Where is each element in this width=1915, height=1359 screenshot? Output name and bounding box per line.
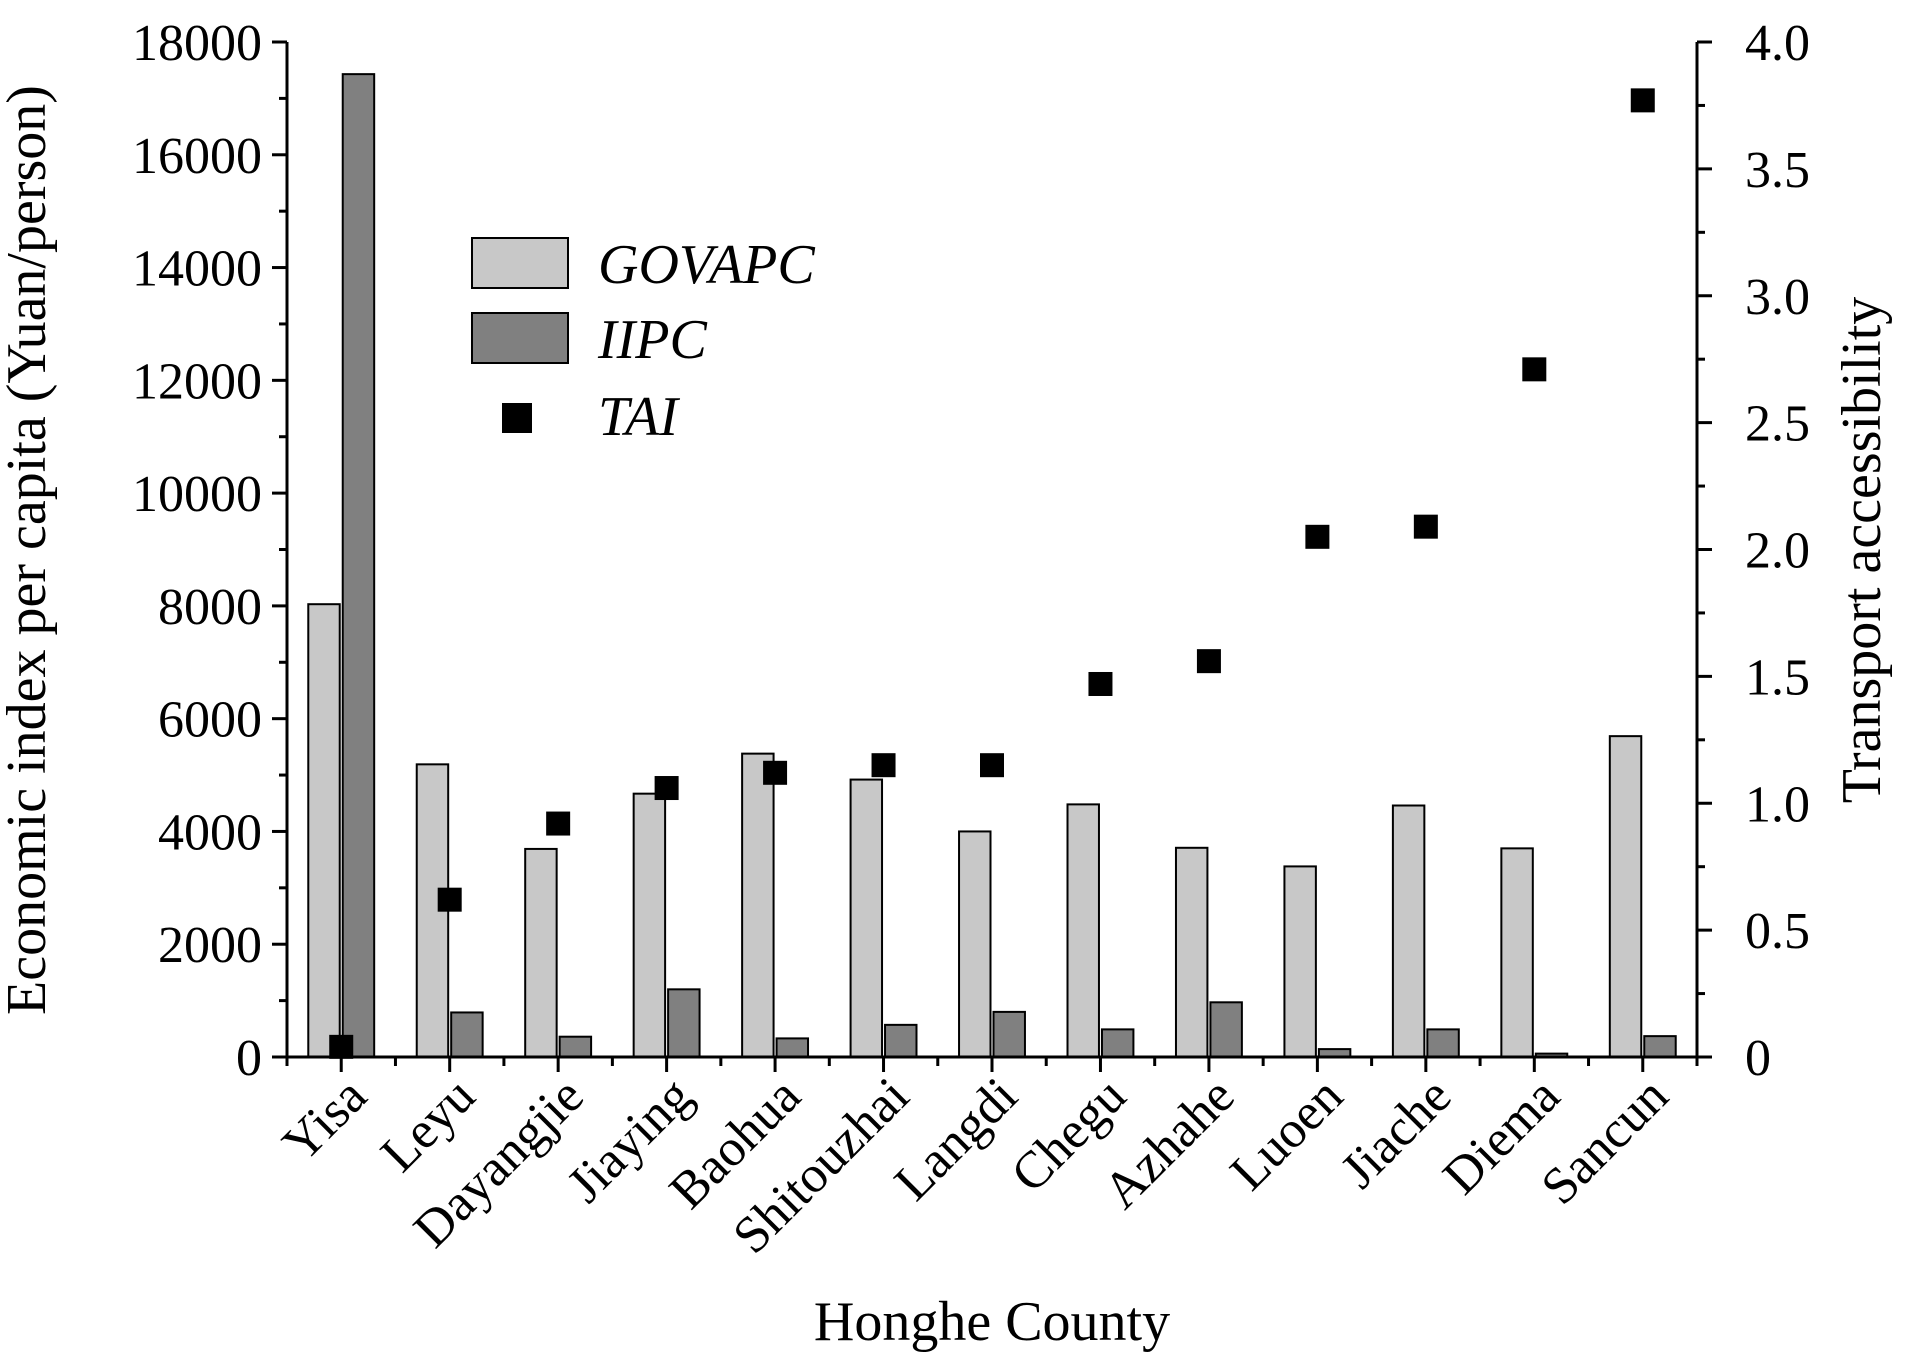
left-ticks: 0 2000 4000 6000 8000 10000 12000 14000 16000 180… bbox=[132, 15, 287, 1087]
bar-govapc-yisa bbox=[307, 603, 341, 1058]
x-axis-title: Honghe County bbox=[814, 1291, 1170, 1353]
right-tick-label: 4.0 bbox=[1745, 15, 1810, 72]
legend-swatch-govapc bbox=[471, 237, 569, 289]
y2-axis-title: Transport accessibility bbox=[1831, 297, 1893, 804]
bar-govapc-sancun bbox=[1608, 735, 1643, 1058]
left-tick-label: 16000 bbox=[132, 128, 262, 185]
x-tick-label-sancun: Sancun bbox=[1531, 1067, 1680, 1216]
bar-iipc-sancun bbox=[1643, 1035, 1677, 1058]
left-tick-label: 0 bbox=[236, 1030, 262, 1087]
left-tick-label: 12000 bbox=[132, 353, 262, 410]
legend-label-tai: TAI bbox=[598, 386, 680, 448]
axes-layer bbox=[285, 42, 1699, 1059]
point-tai-chegu bbox=[1088, 671, 1113, 696]
legend-label-iipc: IIPC bbox=[597, 309, 708, 371]
x-tick-label-yisa: Yisa bbox=[272, 1067, 378, 1173]
right-tick-label: 3.5 bbox=[1745, 142, 1810, 199]
right-tick-label: 2.0 bbox=[1745, 523, 1810, 580]
legend-marker-tai bbox=[502, 403, 532, 433]
tai-points-layer bbox=[329, 88, 1655, 1059]
right-tick-label: 2.5 bbox=[1745, 396, 1810, 453]
bar-iipc-jiaying bbox=[667, 988, 701, 1058]
bar-iipc-baohua bbox=[775, 1037, 810, 1059]
point-tai-leyu bbox=[437, 887, 462, 912]
right-tick-label: 1.0 bbox=[1745, 776, 1810, 833]
point-tai-dayangjie bbox=[546, 811, 571, 836]
point-tai-langdi bbox=[980, 753, 1004, 778]
right-ticks: 0 0.5 1.0 1.5 2.0 2.5 3.0 3.5 4.0 bbox=[1697, 15, 1810, 1087]
legend: GOVAPC IIPC TAI bbox=[471, 234, 815, 448]
point-tai-sancun bbox=[1630, 88, 1655, 113]
left-tick-label: 14000 bbox=[132, 241, 262, 298]
legend-swatch-iipc bbox=[471, 312, 569, 364]
bar-govapc-diema bbox=[1500, 847, 1534, 1058]
point-tai-azhahe bbox=[1196, 649, 1221, 674]
legend-label-govapc: GOVAPC bbox=[598, 234, 815, 296]
left-tick-label: 2000 bbox=[158, 917, 262, 974]
bar-govapc-chegu bbox=[1066, 803, 1100, 1059]
bar-govapc-azhahe bbox=[1174, 846, 1209, 1059]
right-tick-label: 0.5 bbox=[1745, 903, 1810, 960]
right-tick-label: 3.0 bbox=[1745, 269, 1810, 326]
point-tai-baohua bbox=[763, 760, 788, 785]
x-tick-label-langdi: Langdi bbox=[884, 1067, 1028, 1211]
bar-govapc-jiaying bbox=[632, 792, 667, 1058]
bar-govapc-jiache bbox=[1391, 804, 1426, 1058]
bar-govapc-langdi bbox=[958, 830, 992, 1059]
bar-govapc-shitouzhai bbox=[849, 778, 884, 1058]
bars-layer bbox=[307, 73, 1677, 1059]
left-tick-label: 6000 bbox=[158, 692, 262, 749]
point-tai-shitouzhai bbox=[871, 753, 896, 778]
right-tick-label: 1.5 bbox=[1745, 649, 1810, 706]
point-tai-luoen bbox=[1305, 524, 1330, 549]
x-tick-label-luoen: Luoen bbox=[1220, 1067, 1354, 1201]
left-tick-label: 8000 bbox=[158, 579, 262, 636]
bar-govapc-dayangjie bbox=[524, 847, 558, 1058]
x-tick-label-jiache: Jiache bbox=[1330, 1067, 1462, 1199]
point-tai-jiache bbox=[1413, 514, 1438, 539]
left-tick-label: 18000 bbox=[132, 15, 262, 72]
bar-iipc-jiache bbox=[1426, 1028, 1460, 1058]
right-tick-label: 0 bbox=[1745, 1030, 1771, 1087]
bar-iipc-langdi bbox=[992, 1010, 1026, 1059]
x-ticks: YisaLeyuDayangjieJiayingBaohuaShitouzhai… bbox=[272, 1057, 1699, 1265]
y-axis-title: Economic index per capita (Yuan/person) bbox=[0, 85, 58, 1015]
bar-iipc-chegu bbox=[1100, 1028, 1135, 1058]
bar-iipc-shitouzhai bbox=[884, 1023, 918, 1058]
bar-iipc-dayangjie bbox=[558, 1035, 593, 1058]
point-tai-jiaying bbox=[654, 776, 679, 801]
point-tai-diema bbox=[1522, 357, 1547, 382]
point-tai-yisa bbox=[329, 1034, 354, 1059]
bar-govapc-baohua bbox=[741, 752, 775, 1059]
left-tick-label: 4000 bbox=[158, 804, 262, 861]
bar-govapc-luoen bbox=[1283, 865, 1317, 1059]
bar-iipc-leyu bbox=[450, 1011, 484, 1058]
left-tick-label: 10000 bbox=[132, 466, 262, 523]
bar-iipc-azhahe bbox=[1209, 1001, 1243, 1059]
bar-iipc-yisa bbox=[341, 73, 376, 1059]
